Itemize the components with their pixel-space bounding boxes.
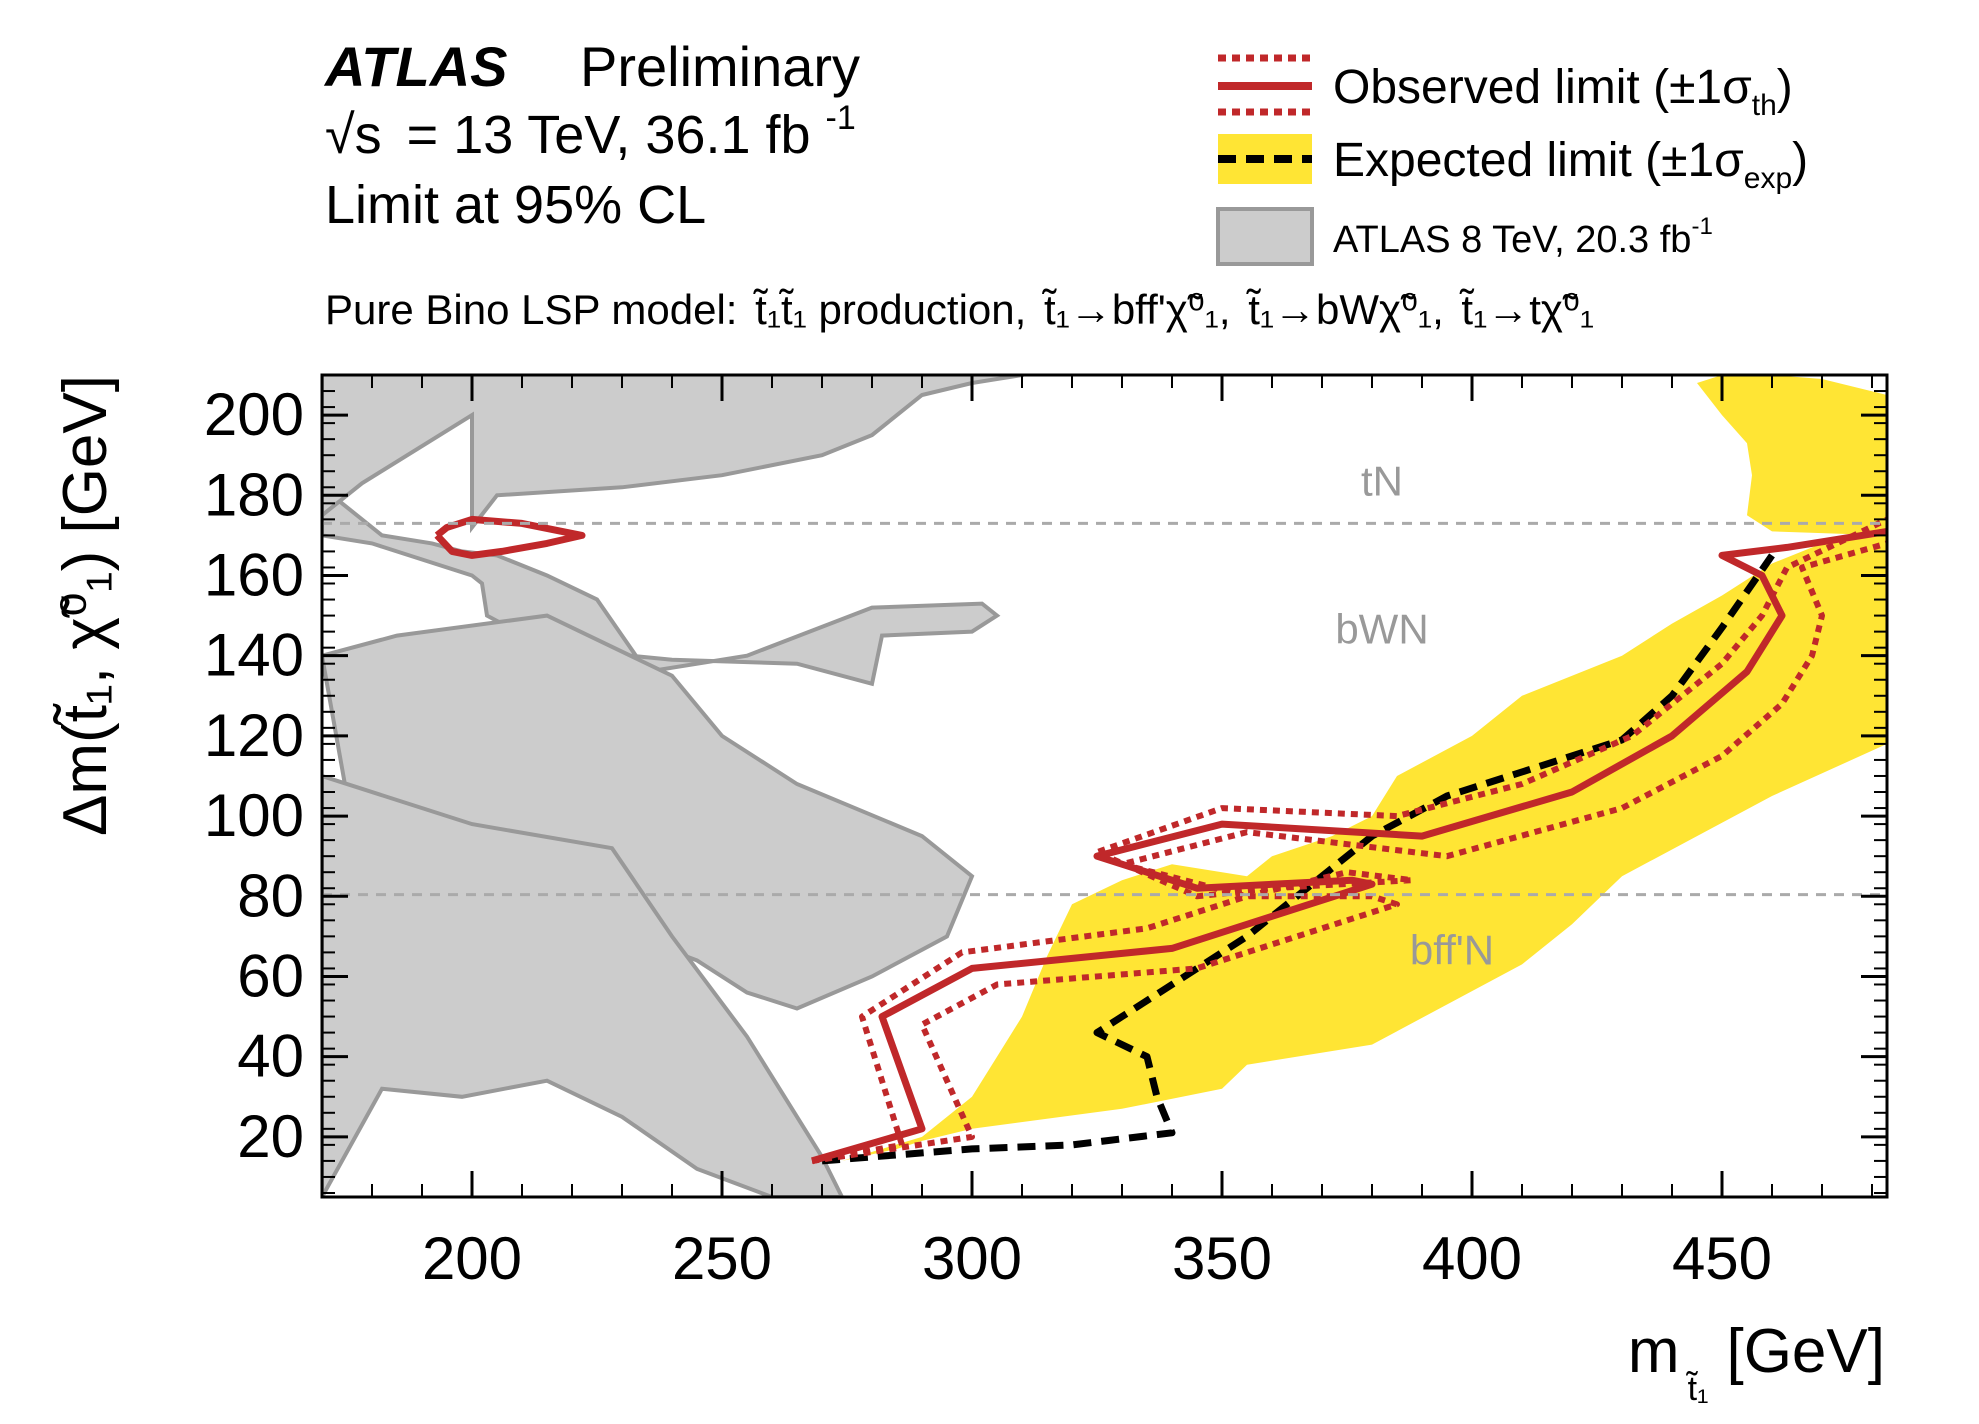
region-layer: tN bWN bff'N <box>322 457 1887 973</box>
series-small-observed-island <box>434 515 586 559</box>
region-label-tn: tN <box>1361 457 1403 504</box>
legend-observed-text: Observed limit (±1σth) <box>1333 61 1793 122</box>
y-tick-label: 200 <box>204 381 304 448</box>
y-tick-label: 40 <box>237 1023 304 1090</box>
series-expected-limit-1-band <box>842 535 1887 1161</box>
atlas-label: ATLAS <box>323 35 508 98</box>
y-tick-label: 120 <box>204 702 304 769</box>
tick-layer: 200 250 300 350 400 450 20 40 60 80 100 120 140 160 18… <box>204 374 1887 1292</box>
x-tick-label: 250 <box>672 1225 772 1292</box>
plot-frame <box>320 373 1889 1199</box>
y-tick-label: 20 <box>237 1103 304 1170</box>
energy-text: = 13 TeV, 36.1 fb <box>407 105 811 165</box>
series-expected-limit <box>821 553 1775 1165</box>
model-decay-bff: t̃₁→bff'χ̃⁰₁, <box>1042 286 1231 333</box>
x-tick-label: 350 <box>1172 1225 1272 1292</box>
y-tick-label: 100 <box>204 782 304 849</box>
y-tick-label: 180 <box>204 461 304 528</box>
series-observed-limit-1-th <box>811 540 1887 1164</box>
series-atlas-8-tev-20-3-fb-1-lower-region <box>322 773 845 1197</box>
legend-observed-symbol <box>1218 54 1312 116</box>
x-tick-label: 450 <box>1672 1225 1772 1292</box>
model-production: t̃₁t̃₁ production, <box>753 286 1027 333</box>
legend-expected-symbol <box>1218 134 1312 184</box>
model-decay-bw: t̃₁→bWχ̃⁰₁, <box>1246 286 1444 333</box>
series-observed-limit-1-th <box>811 516 1887 1164</box>
legend: Observed limit (±1σth) Expected limit (±… <box>1216 54 1808 266</box>
model-prefix: Pure Bino LSP model: <box>325 286 737 333</box>
legend-expected-text: Expected limit (±1σexp) <box>1333 134 1808 195</box>
data-layer <box>322 375 1887 1197</box>
x-axis-title: mt̃₁[GeV] <box>1628 1317 1885 1408</box>
y-axis-title: Δm(t̃₁, χ̃⁰₁) [GeV] <box>51 375 120 836</box>
preliminary-label: Preliminary <box>580 35 860 98</box>
model-decay-t: t̃₁→tχ̃⁰₁ <box>1459 286 1594 333</box>
limit-label: Limit at 95% CL <box>325 175 706 235</box>
energy-sqrt: √s <box>325 105 382 165</box>
y-tick-label: 80 <box>237 862 304 929</box>
series-atlas-8-tev-20-3-fb-1-top-left <box>322 375 1024 534</box>
y-tick-label: 140 <box>204 622 304 689</box>
legend-atlas8-symbol <box>1216 207 1314 266</box>
model-label: Pure Bino LSP model: t̃₁t̃₁ production, … <box>325 286 1594 333</box>
x-tick-label: 400 <box>1422 1225 1522 1292</box>
region-label-bff-n: bff'N <box>1410 926 1494 973</box>
energy-label: √s = 13 TeV, 36.1 fb -1 <box>325 99 856 165</box>
energy-sup: -1 <box>826 99 856 137</box>
region-label-bwn: bWN <box>1335 606 1428 653</box>
x-tick-label: 200 <box>422 1225 522 1292</box>
x-tick-label: 300 <box>922 1225 1022 1292</box>
series-observed-limit <box>811 527 1887 1165</box>
series-expected-limit-high-m-segment <box>1697 375 1887 536</box>
y-tick-label: 160 <box>204 541 304 608</box>
legend-atlas8-text: ATLAS 8 TeV, 20.3 fb-1 <box>1333 213 1713 261</box>
y-tick-label: 60 <box>237 942 304 1009</box>
